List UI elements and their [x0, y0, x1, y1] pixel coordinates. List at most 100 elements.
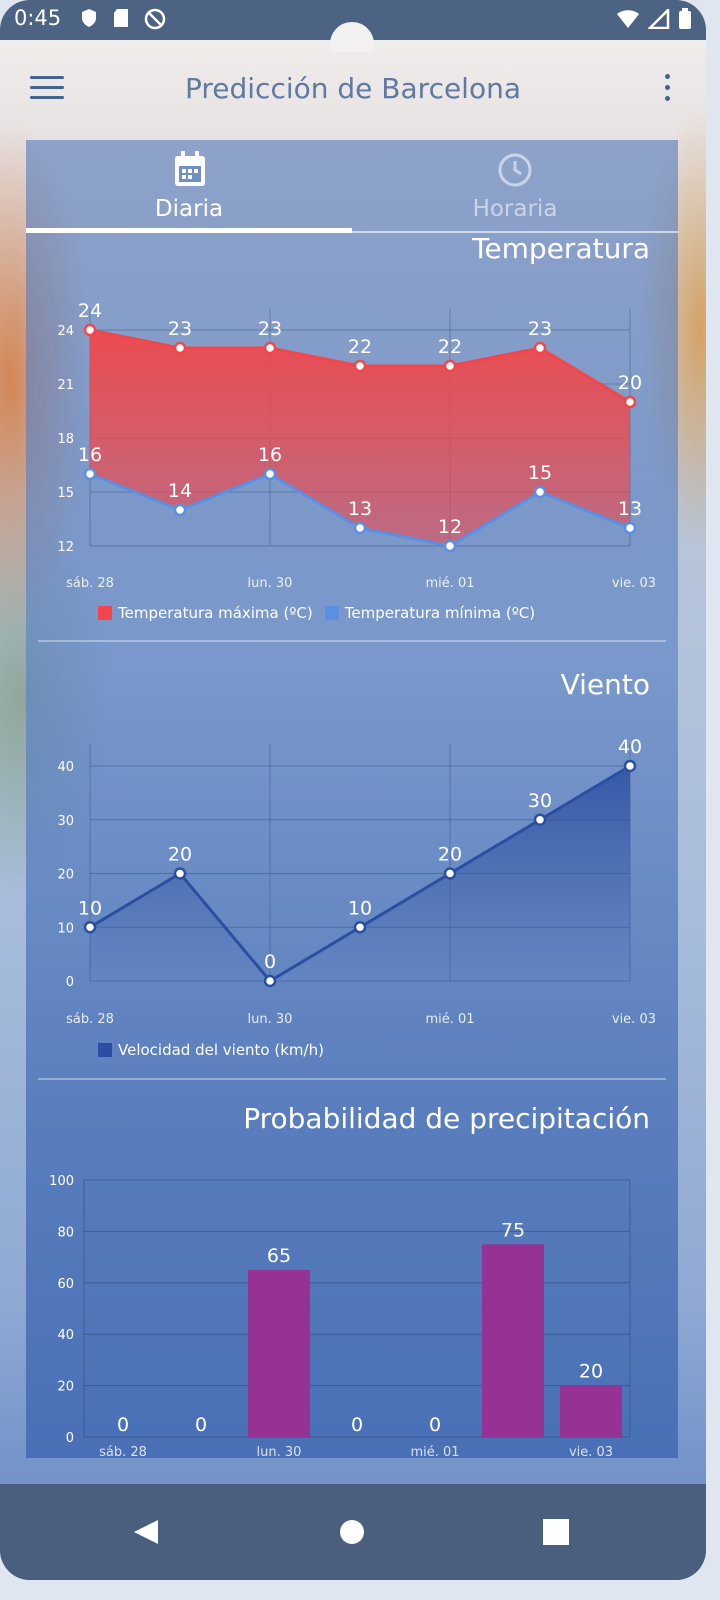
clock-icon	[498, 153, 532, 187]
legend-max: Temperatura máxima (ºC)	[98, 604, 313, 622]
temp-x-tick: lun. 30	[248, 576, 293, 591]
wind-label: 40	[618, 736, 642, 758]
phone-screen: 0:45 Predicción de Barcelona	[0, 0, 706, 1580]
precip-x-tick: lun. 30	[257, 1445, 302, 1458]
temp-min-point	[263, 467, 277, 481]
wind-title: Viento	[560, 668, 650, 701]
temp-min-point	[173, 503, 187, 517]
wind-x-tick: lun. 30	[248, 1012, 293, 1027]
precip-bar	[560, 1385, 622, 1437]
precip-label: 0	[351, 1414, 363, 1436]
wind-label: 20	[438, 844, 462, 866]
legend-min-swatch	[324, 606, 339, 620]
temp-y-tick: 21	[57, 378, 74, 393]
wifi-icon	[617, 10, 639, 28]
wind-x-tick: sáb. 28	[66, 1012, 114, 1027]
wind-label: 0	[264, 951, 276, 973]
wind-label: 20	[168, 844, 192, 866]
temp-y-tick: 15	[57, 486, 74, 501]
precip-label: 0	[195, 1414, 207, 1436]
temp-y-tick: 24	[57, 324, 74, 339]
temp-max-point	[443, 359, 457, 373]
temp-max-point	[263, 341, 277, 355]
no-disturb-icon	[144, 8, 166, 30]
precip-label: 20	[579, 1361, 603, 1383]
temp-max-point	[353, 359, 367, 373]
forecast-card: Diaria Horaria Temperatura 12 15 18 21 24 sáb…	[26, 140, 678, 1458]
tab-underline	[352, 231, 678, 233]
temp-x-tick: sáb. 28	[66, 576, 114, 591]
wind-point	[533, 813, 547, 826]
temp-x-tick: mié. 01	[425, 576, 474, 591]
wind-y-tick: 0	[66, 975, 74, 990]
precip-y-tick: 0	[66, 1431, 74, 1446]
temp-min-point	[623, 521, 637, 535]
wind-point	[623, 759, 637, 773]
temp-x-tick: vie. 03	[612, 576, 656, 591]
recents-button[interactable]	[526, 1506, 586, 1558]
wind-label: 30	[528, 790, 552, 812]
status-bar: 0:45	[0, 0, 706, 40]
wind-y-tick: 30	[57, 814, 74, 829]
wind-x-tick: vie. 03	[612, 1012, 656, 1027]
camera-notch	[330, 22, 374, 52]
status-time: 0:45	[14, 6, 62, 30]
signal-icon	[648, 9, 670, 29]
legend-wind-swatch	[98, 1043, 112, 1057]
temp-max-label: 24	[78, 300, 102, 322]
precip-label: 0	[117, 1414, 129, 1436]
wind-point	[263, 974, 277, 988]
navigation-bar	[0, 1484, 706, 1580]
precip-bar	[482, 1244, 544, 1437]
temp-min-label: 15	[528, 462, 552, 484]
precip-x-tick: sáb. 28	[99, 1445, 147, 1458]
legend-wind-label: Velocidad del viento (km/h)	[118, 1041, 324, 1059]
section-divider	[38, 640, 666, 642]
temp-max-label: 22	[348, 336, 372, 358]
legend-max-swatch	[98, 606, 112, 620]
precip-y-tick: 80	[57, 1225, 74, 1240]
home-button[interactable]	[322, 1506, 382, 1558]
recents-icon	[543, 1519, 569, 1545]
legend-wind: Velocidad del viento (km/h)	[98, 1041, 324, 1059]
wind-point	[83, 921, 97, 934]
tab-horaria[interactable]: Horaria	[352, 140, 678, 232]
temp-min-point	[83, 467, 97, 481]
wind-y-tick: 40	[57, 760, 74, 775]
precip-y-tick: 60	[57, 1277, 74, 1292]
tab-horaria-label: Horaria	[472, 196, 558, 222]
legend-min-label: Temperatura mínima (ºC)	[344, 604, 536, 622]
temp-min-label: 13	[348, 498, 372, 520]
wind-y-tick: 10	[57, 921, 74, 936]
app-bar: Predicción de Barcelona	[0, 40, 706, 140]
wind-point	[173, 867, 187, 880]
wind-x-tick: mié. 01	[425, 1012, 474, 1027]
back-button[interactable]	[116, 1506, 176, 1558]
precip-label: 0	[429, 1414, 441, 1436]
wind-chart: 0 10 20 30 40 sáb. 28 lun. 30 mié. 01 vie. 03 10 2…	[57, 736, 656, 1027]
precip-label: 75	[501, 1219, 525, 1241]
precip-y-tick: 100	[49, 1174, 74, 1189]
wind-label: 10	[348, 897, 372, 919]
shield-icon	[82, 9, 96, 27]
tab-diaria[interactable]: Diaria	[26, 140, 352, 232]
temp-min-point	[443, 539, 457, 553]
temp-y-tick: 12	[57, 540, 74, 555]
precip-bar	[248, 1269, 310, 1437]
page-title: Predicción de Barcelona	[184, 72, 521, 105]
temp-min-label: 12	[438, 516, 462, 538]
tab-indicator	[26, 228, 352, 233]
more-vert-icon[interactable]	[660, 74, 674, 108]
precip-y-tick: 20	[57, 1380, 74, 1395]
section-divider	[38, 1078, 666, 1080]
temp-max-point	[623, 395, 637, 409]
temp-max-label: 23	[168, 318, 192, 340]
temp-max-label: 23	[258, 318, 282, 340]
wind-y-tick: 20	[57, 868, 74, 883]
temperature-chart: 12 15 18 21 24 sáb. 28 lun. 30 mié. 01 vie. 03 24…	[57, 300, 656, 591]
precip-x-tick: mié. 01	[410, 1445, 459, 1458]
tab-bar: Diaria Horaria	[26, 140, 678, 234]
temp-max-point	[173, 341, 187, 355]
hamburger-menu-icon[interactable]	[30, 76, 64, 102]
temp-min-label: 16	[258, 444, 282, 466]
